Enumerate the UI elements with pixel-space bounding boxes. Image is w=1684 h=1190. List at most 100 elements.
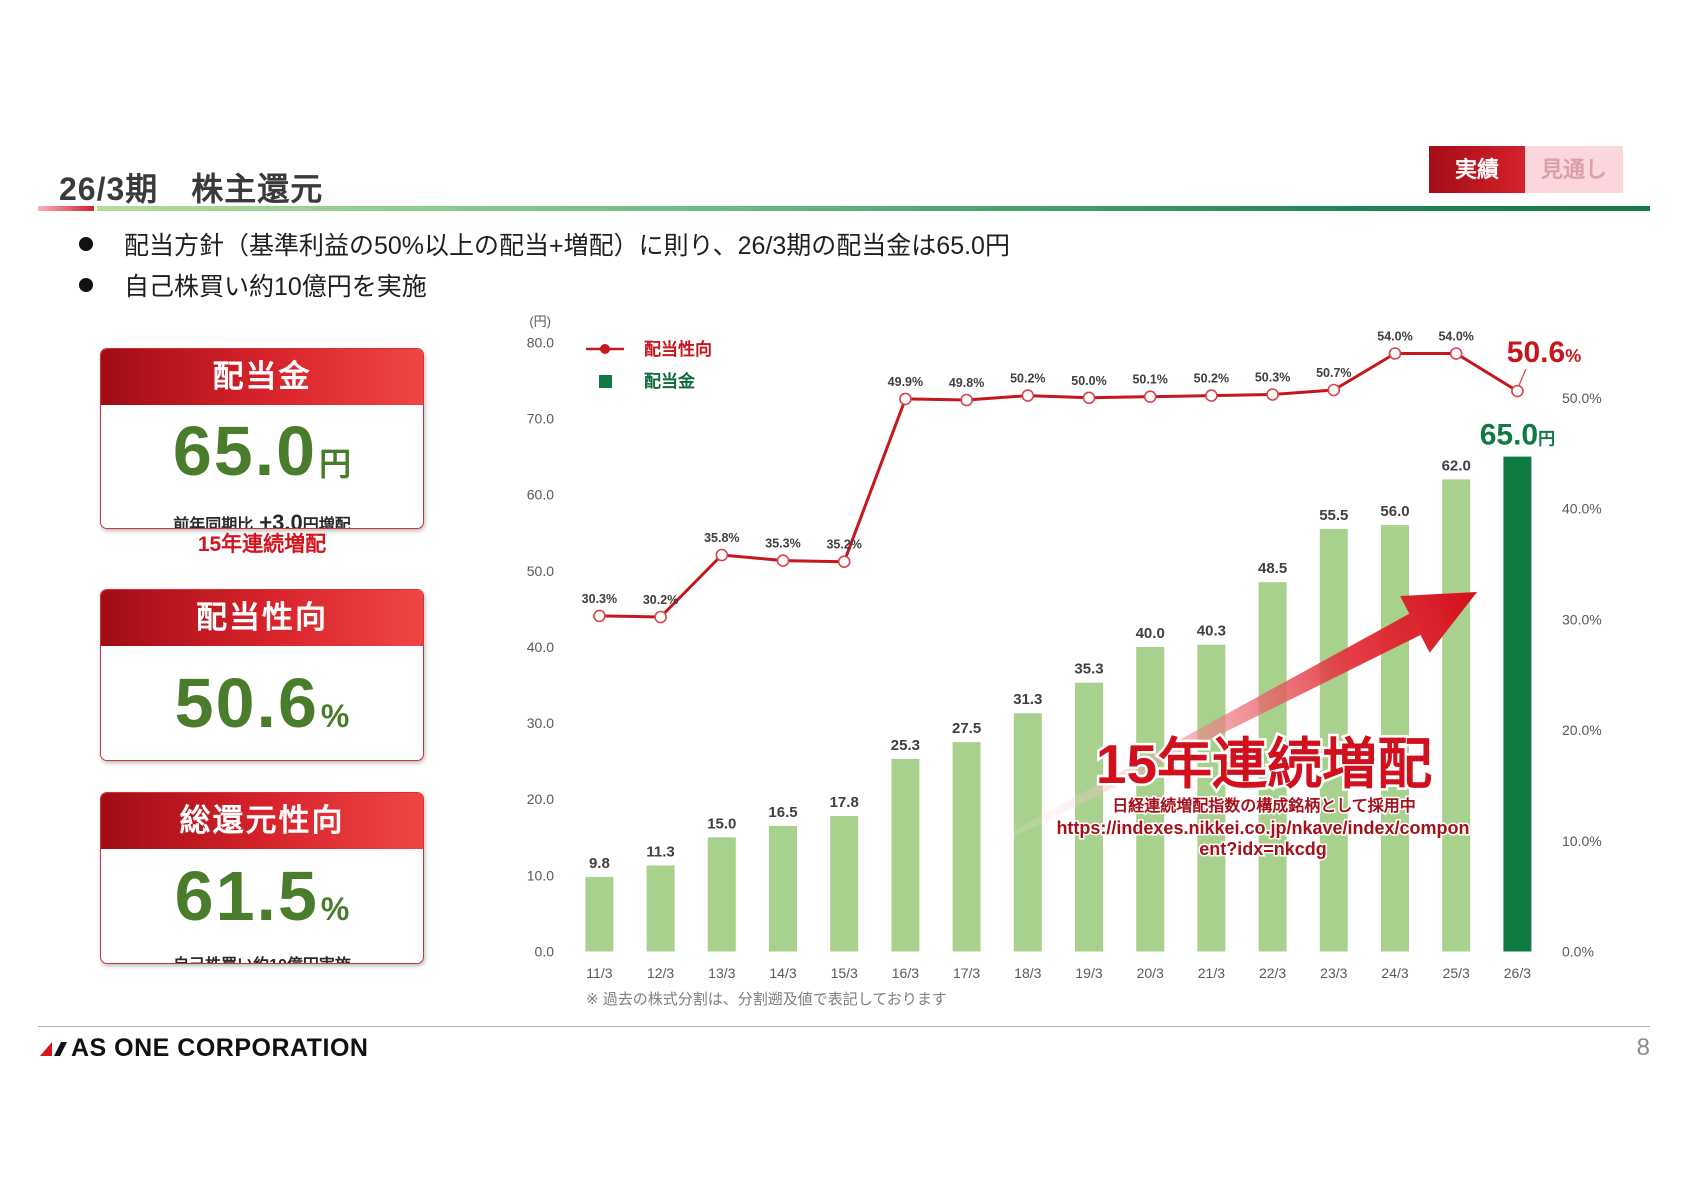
y-tick-label: 70.0 [527, 411, 554, 427]
payout-ratio-value-number: 50.6 [174, 664, 319, 742]
dividend-value-label-26-3: 65.0円 [1480, 419, 1555, 452]
dividend-value-label-11-3: 9.8 [589, 855, 610, 872]
y-tick-label: 50.0 [527, 563, 554, 579]
payout-ratio-marker-23-3 [1327, 383, 1341, 397]
dividend-bar-19-3 [1075, 682, 1103, 952]
bullet-item: 自己株買い約10億円を実施 [76, 264, 1010, 305]
title-accent-red-rule [38, 206, 94, 211]
legend-payout-ratio-label: 配当性向 [644, 339, 712, 359]
legend-dividend-label: 配当金 [644, 371, 696, 391]
dividend-bar-23-3 [1319, 528, 1348, 952]
payout-ratio-marker-15-3 [837, 555, 851, 569]
dividend-value-label-12-3: 11.3 [646, 844, 674, 861]
growth-arrow-icon [976, 592, 1477, 855]
payout-ratio-marker-24-3 [1388, 347, 1402, 360]
dividend-bar-13-3 [707, 837, 736, 952]
payout-ratio-marker-22-3 [1266, 388, 1279, 401]
payout-ratio-card-title: 配当性向 [101, 590, 423, 646]
payout-ratio-label-15-3: 35.2% [826, 538, 861, 552]
payout-ratio-label-20-3: 50.1% [1132, 373, 1167, 387]
payout-ratio-marker-17-3 [960, 393, 973, 407]
bullet-list: 配当方針（基準利益の50%以上の配当+増配）に則り、26/3期の配当金は65.0… [76, 223, 1010, 305]
y2-tick-label: 10.0% [1562, 833, 1602, 849]
x-category-label-24-3: 24/3 [1381, 965, 1408, 981]
dividend-note-label: 前年同期比 [173, 517, 254, 529]
payout-ratio-line [599, 352, 1519, 619]
dividend-bar-22-3 [1258, 582, 1287, 952]
growth-annotation: 15年連続増配 日経連続増配指数の構成銘柄として採用中 https://inde… [976, 592, 1477, 861]
total-return-card: 総還元性向 61.5% 自己株買い約10億円実施 [100, 792, 424, 964]
bullet-item: 配当方針（基準利益の50%以上の配当+増配）に則り、26/3期の配当金は65.0… [76, 223, 1010, 264]
dividend-bar-21-3 [1197, 644, 1226, 952]
y2-tick-label: 20.0% [1562, 722, 1602, 738]
dividend-bar-11-3 [585, 876, 614, 952]
dividend-bar-12-3 [646, 865, 675, 952]
x-category-label-18-3: 18/3 [1014, 965, 1041, 981]
payout-ratio-marker-20-3 [1143, 390, 1157, 404]
dividend-value-label-15-3: 17.8 [830, 794, 859, 811]
payout-ratio-label-24-3: 54.0% [1377, 330, 1412, 344]
footer-rule [38, 1026, 1650, 1027]
payout-ratio-marker-18-3 [1021, 389, 1035, 402]
y-tick-label: 20.0 [527, 791, 554, 807]
dividend-note-unit: 円増配 [302, 517, 351, 529]
payout-ratio-label-26-3: 50.6% [1507, 336, 1581, 369]
dividend-bar-20-3 [1136, 647, 1165, 952]
x-category-label-15-3: 15/3 [831, 965, 858, 981]
payout-ratio-marker-25-3 [1449, 347, 1463, 360]
x-category-label-22-3: 22/3 [1259, 965, 1286, 981]
y2-tick-label: 30.0% [1562, 611, 1602, 627]
dividend-value-label-19-3: 35.3 [1074, 661, 1103, 678]
y-tick-label: 80.0 [527, 334, 554, 350]
company-logo: AS ONE CORPORATION [40, 1034, 368, 1062]
tab-actual: 実績 [1429, 146, 1525, 193]
x-category-label-26-3: 26/3 [1504, 965, 1531, 981]
payout-ratio-label-11-3: 30.3% [582, 592, 617, 606]
payout-ratio-card: 配当性向 50.6% [100, 589, 424, 761]
total-return-value-unit: % [320, 891, 350, 927]
dividend-value-label-20-3: 40.0 [1136, 625, 1165, 642]
y-tick-label: 60.0 [527, 487, 554, 503]
payout-ratio-marker-26-3 [1511, 384, 1524, 398]
payout-ratio-marker-13-3 [715, 548, 729, 562]
y-axis-unit-label: (円) [529, 314, 551, 329]
dividend-value-number: 65.0 [172, 412, 318, 490]
x-category-label-19-3: 19/3 [1075, 965, 1102, 981]
x-category-label-11-3: 11/3 [586, 965, 612, 981]
dividend-bar-26-3 [1503, 456, 1532, 952]
x-category-label-21-3: 21/3 [1198, 965, 1225, 981]
dividend-bar-14-3 [769, 825, 797, 952]
dividend-bar-labels: 9.8 11.3 15.0 16.5 17.8 25.3 27.5 31.3 35.3 40.0 4… [589, 419, 1555, 872]
y2-tick-label: 0.0% [1562, 944, 1594, 960]
chart-legend: 配当性向 配当金 [586, 339, 712, 391]
payout-ratio-label-16-3: 49.9% [888, 375, 923, 389]
dividend-value-label-17-3: 27.5 [952, 720, 981, 737]
dividend-value-label-16-3: 25.3 [891, 737, 920, 754]
axis-labels: 0.0 10.0 20.0 30.0 40.0 50.0 60.0 70.0 80.0 0.0% 1… [527, 334, 1602, 981]
dividend-bars [585, 456, 1532, 952]
x-category-label-23-3: 23/3 [1320, 965, 1347, 981]
dividend-card-value: 65.0円 [101, 412, 423, 510]
payout-ratio-label-22-3: 50.3% [1255, 371, 1290, 385]
payout-ratio-leader-line [1518, 368, 1527, 386]
growth-headline: 15年連続増配 [1096, 733, 1432, 795]
payout-ratio-label-17-3: 49.8% [949, 376, 984, 390]
bullet-dot-icon [79, 236, 93, 251]
payout-ratio-value-unit: % [320, 698, 350, 734]
y-tick-label: 10.0 [527, 867, 554, 883]
payout-ratio-series: 30.3% 30.2% 35.8% 35.3% 35.2% 49.9% 49.8% 50.2%… [582, 330, 1581, 624]
y-tick-label: 30.0 [527, 715, 554, 731]
dividend-card-title: 配当金 [101, 349, 423, 405]
payout-ratio-marker-11-3 [593, 609, 606, 623]
bullet-text: 配当方針（基準利益の50%以上の配当+増配）に則り、26/3期の配当金は65.0… [124, 231, 1010, 260]
index-inclusion-note: 日経連続増配指数の構成銘柄として採用中 [1112, 796, 1416, 815]
payout-ratio-label-12-3: 30.2% [643, 593, 678, 607]
dividend-value-number: 65.0 [1480, 419, 1538, 452]
y2-tick-label: 50.0% [1562, 390, 1602, 406]
dividend-note-value: +3.0 [259, 510, 303, 529]
payout-ratio-marker-16-3 [899, 392, 912, 406]
legend-marker-icon [600, 344, 610, 354]
legend-square-icon [599, 375, 612, 388]
logo-mark-icon [40, 1042, 67, 1056]
dividend-bar-25-3 [1442, 479, 1471, 952]
